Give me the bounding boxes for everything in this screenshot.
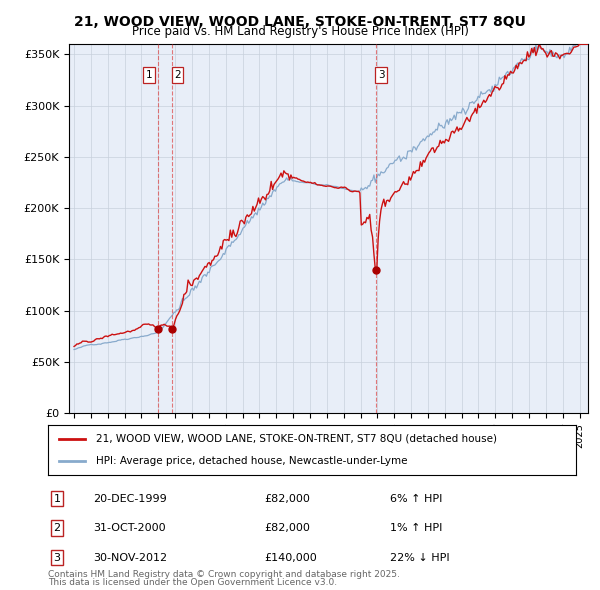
- Text: 6% ↑ HPI: 6% ↑ HPI: [390, 494, 442, 503]
- Text: 1: 1: [146, 70, 152, 80]
- Text: HPI: Average price, detached house, Newcastle-under-Lyme: HPI: Average price, detached house, Newc…: [95, 456, 407, 466]
- Text: 3: 3: [53, 553, 61, 562]
- Text: 2: 2: [174, 70, 181, 80]
- Text: £140,000: £140,000: [264, 553, 317, 562]
- Text: Price paid vs. HM Land Registry's House Price Index (HPI): Price paid vs. HM Land Registry's House …: [131, 25, 469, 38]
- Text: 1% ↑ HPI: 1% ↑ HPI: [390, 523, 442, 533]
- Text: 20-DEC-1999: 20-DEC-1999: [93, 494, 167, 503]
- Text: £82,000: £82,000: [264, 494, 310, 503]
- Text: This data is licensed under the Open Government Licence v3.0.: This data is licensed under the Open Gov…: [48, 578, 337, 587]
- Text: 21, WOOD VIEW, WOOD LANE, STOKE-ON-TRENT, ST7 8QU: 21, WOOD VIEW, WOOD LANE, STOKE-ON-TRENT…: [74, 15, 526, 29]
- Text: 31-OCT-2000: 31-OCT-2000: [93, 523, 166, 533]
- Text: 1: 1: [53, 494, 61, 503]
- Text: £82,000: £82,000: [264, 523, 310, 533]
- Text: Contains HM Land Registry data © Crown copyright and database right 2025.: Contains HM Land Registry data © Crown c…: [48, 571, 400, 579]
- Text: 21, WOOD VIEW, WOOD LANE, STOKE-ON-TRENT, ST7 8QU (detached house): 21, WOOD VIEW, WOOD LANE, STOKE-ON-TRENT…: [95, 434, 497, 444]
- Text: 30-NOV-2012: 30-NOV-2012: [93, 553, 167, 562]
- Text: 2: 2: [53, 523, 61, 533]
- Text: 22% ↓ HPI: 22% ↓ HPI: [390, 553, 449, 562]
- Text: 3: 3: [378, 70, 385, 80]
